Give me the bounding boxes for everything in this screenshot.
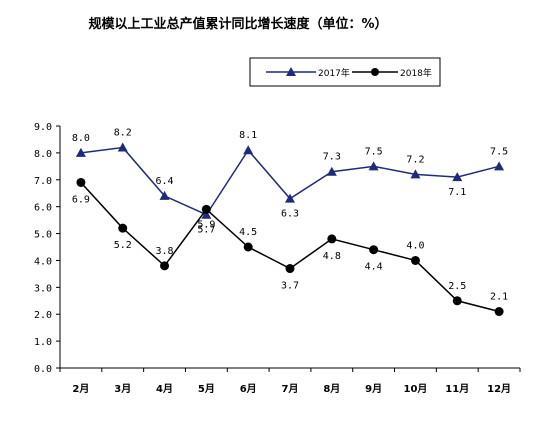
data-point-circle (369, 245, 379, 255)
series-line-0 (80, 146, 500, 216)
data-label: 7.3 (323, 152, 341, 163)
data-label: 2.1 (490, 292, 508, 303)
data-label: 4.4 (365, 262, 383, 273)
data-label: 4.5 (239, 227, 257, 238)
y-tick-label: 3.0 (34, 283, 52, 294)
data-point-triangle (117, 142, 128, 152)
chart-title: 规模以上工业总产值累计同比增长速度（单位：%） (88, 16, 387, 32)
y-tick-label: 7.0 (34, 176, 52, 187)
series-markers (75, 142, 505, 317)
data-label: 5.9 (197, 219, 215, 230)
data-label: 6.9 (72, 194, 90, 205)
data-label: 5.2 (114, 240, 132, 251)
x-tick-label: 9月 (365, 383, 382, 395)
y-tick-label: 6.0 (34, 203, 52, 214)
legend-label-2018: 2018年 (400, 67, 432, 79)
y-tick-label: 2.0 (34, 310, 52, 321)
data-label: 8.1 (239, 130, 257, 141)
data-point-triangle (75, 147, 86, 157)
data-point-circle (452, 296, 462, 306)
data-label: 7.5 (490, 146, 508, 157)
y-tick-label: 4.0 (34, 256, 52, 267)
data-point-circle (410, 255, 420, 265)
data-label: 3.8 (156, 246, 174, 257)
data-label: 8.0 (72, 133, 90, 144)
x-tick-label: 4月 (156, 383, 173, 395)
x-tick-label: 2月 (72, 383, 89, 395)
data-point-triangle (452, 172, 463, 182)
y-tick-label: 0.0 (34, 364, 52, 375)
data-label: 7.5 (365, 146, 383, 157)
data-point-triangle (494, 161, 505, 171)
data-label: 4.8 (323, 251, 341, 262)
data-point-triangle (285, 193, 295, 203)
y-tick-label: 9.0 (34, 122, 52, 133)
data-point-circle (285, 264, 295, 274)
x-tick-label: 12月 (487, 383, 511, 395)
data-point-circle (118, 223, 128, 233)
data-point-circle (243, 242, 253, 252)
data-point-triangle (410, 169, 421, 179)
x-tick-label: 11月 (445, 383, 469, 395)
data-point-triangle (159, 190, 170, 200)
x-tick-label: 5月 (198, 383, 215, 395)
data-point-circle (327, 234, 337, 244)
data-label: 7.2 (406, 154, 424, 165)
data-point-triangle (201, 209, 212, 219)
legend: 2017年 2018年 (249, 57, 441, 87)
legend-marker-circle (371, 68, 379, 76)
data-labels: 8.0 8.2 6.4 5.7 8.1 6.3 7.3 7.5 7.2 7.1 7.5 6.9 5.2 3… (72, 128, 508, 303)
data-label: 4.0 (406, 240, 424, 251)
x-tick-label: 7月 (282, 383, 299, 395)
data-label: 7.1 (448, 187, 466, 198)
data-point-triangle (243, 145, 254, 155)
y-axis-ticks: 0.0 1.0 2.0 3.0 4.0 5.0 6.0 7.0 8.0 9.0 (34, 122, 60, 375)
x-axis-ticks: 2月 3月 4月 5月 6月 7月 8月 9月 10月 11月 12月 (59, 368, 521, 395)
y-tick-label: 1.0 (34, 337, 52, 348)
data-point-circle (494, 307, 504, 317)
data-point-circle (201, 204, 211, 214)
data-label: 2.5 (448, 281, 466, 292)
data-label: 5.7 (197, 225, 215, 236)
data-point-triangle (326, 166, 337, 176)
data-label: 8.2 (114, 128, 132, 139)
y-tick-label: 8.0 (34, 149, 52, 160)
legend-label-2017: 2017年 (318, 67, 350, 79)
x-tick-label: 6月 (240, 383, 257, 395)
data-point-circle (160, 261, 170, 271)
data-point-triangle (368, 161, 379, 171)
x-tick-label: 8月 (323, 383, 340, 395)
data-point-circle (76, 177, 86, 187)
x-tick-label: 10月 (403, 383, 427, 395)
data-label: 6.4 (156, 176, 174, 187)
x-tick-label: 3月 (114, 383, 131, 395)
data-label: 6.3 (281, 209, 299, 220)
y-tick-label: 5.0 (34, 230, 52, 241)
legend-marker-triangle (286, 67, 296, 76)
data-label: 3.7 (281, 281, 299, 292)
